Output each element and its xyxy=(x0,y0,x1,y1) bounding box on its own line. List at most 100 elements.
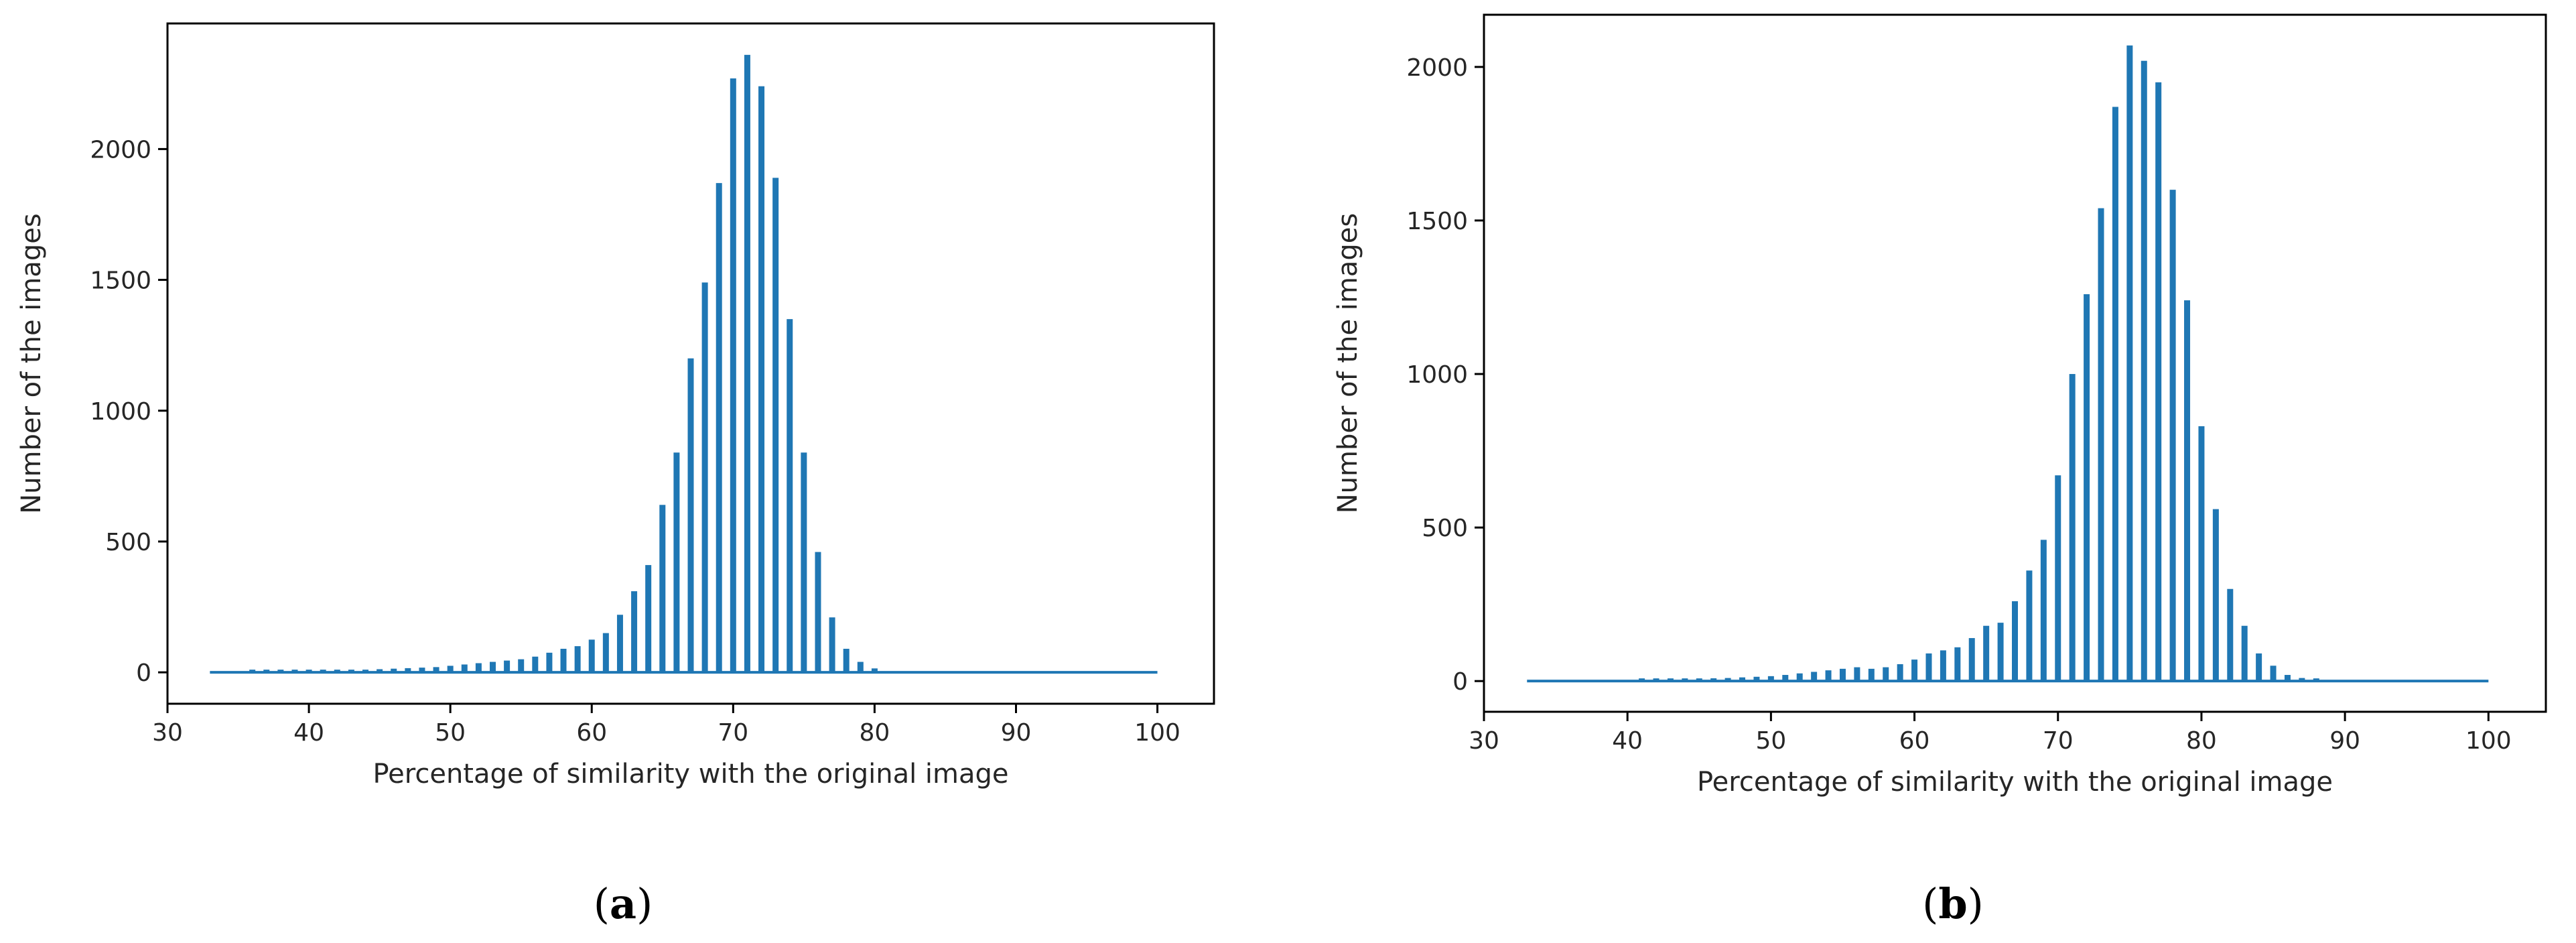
bar-55 xyxy=(518,659,525,673)
bar-78 xyxy=(2169,190,2176,682)
bar-47 xyxy=(1724,678,1731,682)
bar-80 xyxy=(871,668,878,673)
bar-45 xyxy=(377,669,383,673)
caption-letter: a xyxy=(610,879,636,928)
bar-65 xyxy=(1983,625,1990,682)
bar-57 xyxy=(546,652,553,673)
bar-76 xyxy=(815,552,821,673)
x-tick-label: 70 xyxy=(2043,727,2074,755)
bar-39 xyxy=(291,670,298,673)
x-tick-label: 40 xyxy=(293,719,324,747)
panel-caption: (a) xyxy=(594,879,653,928)
bar-42 xyxy=(1653,678,1659,682)
bar-70 xyxy=(2055,475,2061,682)
x-tick-label: 60 xyxy=(1899,727,1930,755)
bar-61 xyxy=(1925,653,1932,682)
bar-45 xyxy=(1696,678,1702,682)
bar-47 xyxy=(405,668,411,673)
y-tick-label: 1500 xyxy=(90,267,151,295)
bar-59 xyxy=(1897,664,1903,682)
x-tick-label: 100 xyxy=(2465,727,2512,755)
bar-51 xyxy=(1782,675,1789,682)
bar-84 xyxy=(2256,653,2262,682)
plot-frame xyxy=(166,22,1215,705)
bar-66 xyxy=(673,452,680,673)
bar-40 xyxy=(306,670,312,673)
y-tick-label: 500 xyxy=(1422,515,1468,542)
bar-63 xyxy=(631,591,638,673)
y-axis-label: Number of the images xyxy=(16,213,47,513)
bar-36 xyxy=(249,670,256,673)
y-tick-label: 1500 xyxy=(1406,208,1468,235)
bar-87 xyxy=(2299,678,2305,682)
bar-60 xyxy=(588,639,595,673)
bar-86 xyxy=(2284,675,2291,682)
bar-46 xyxy=(1710,678,1717,682)
x-axis-label: Percentage of similarity with the origin… xyxy=(372,759,1008,790)
bar-79 xyxy=(857,662,864,673)
bar-72 xyxy=(2084,294,2090,682)
bar-44 xyxy=(1682,678,1688,682)
y-tick-label: 0 xyxy=(136,659,151,687)
bar-50 xyxy=(447,666,454,673)
bar-63 xyxy=(1954,647,1961,682)
y-tick-label: 1000 xyxy=(90,398,151,426)
y-tick-label: 2000 xyxy=(1406,54,1468,82)
caption-close: ) xyxy=(636,879,653,928)
bar-78 xyxy=(843,649,850,673)
bar-43 xyxy=(348,670,354,673)
bar-49 xyxy=(433,667,439,673)
bar-76 xyxy=(2141,60,2147,682)
bar-73 xyxy=(2098,208,2104,682)
x-tick-label: 80 xyxy=(859,719,890,747)
bar-70 xyxy=(730,78,736,673)
bar-62 xyxy=(1940,650,1946,682)
bar-56 xyxy=(1854,667,1860,682)
x-axis-label: Percentage of similarity with the origin… xyxy=(1697,767,2333,798)
bar-41 xyxy=(1639,678,1645,682)
bar-68 xyxy=(2026,570,2033,682)
bar-54 xyxy=(1825,670,1832,682)
bar-64 xyxy=(645,565,652,673)
bar-85 xyxy=(2270,666,2277,682)
caption-letter: b xyxy=(1938,879,1967,928)
bar-65 xyxy=(659,505,666,673)
bar-49 xyxy=(1753,676,1760,682)
bar-74 xyxy=(2112,107,2118,682)
bar-73 xyxy=(772,178,779,673)
bar-60 xyxy=(1911,659,1918,682)
bar-69 xyxy=(2040,540,2047,682)
bar-77 xyxy=(829,617,835,673)
bar-71 xyxy=(2069,374,2076,682)
bar-50 xyxy=(1767,676,1774,682)
bar-68 xyxy=(701,282,708,673)
x-tick-label: 80 xyxy=(2186,727,2217,755)
y-axis-label: Number of the images xyxy=(1333,213,1363,513)
bar-48 xyxy=(419,668,425,673)
x-tick-label: 100 xyxy=(1134,719,1180,747)
bar-75 xyxy=(2126,45,2133,682)
x-tick-label: 50 xyxy=(1755,727,1786,755)
bar-71 xyxy=(744,54,750,673)
chart-panel-a: 30 40 50 60 70 80 90 1000500100015002000Percent… xyxy=(16,22,1215,928)
bar-53 xyxy=(1811,672,1818,682)
x-tick-label: 70 xyxy=(718,719,748,747)
bar-42 xyxy=(334,670,340,673)
y-tick-label: 2000 xyxy=(90,136,151,164)
bar-46 xyxy=(391,668,397,673)
y-tick-label: 500 xyxy=(105,529,151,556)
bar-58 xyxy=(1883,667,1889,682)
y-tick-label: 1000 xyxy=(1406,361,1468,389)
bar-66 xyxy=(1997,623,2004,682)
bar-79 xyxy=(2184,300,2191,682)
bar-64 xyxy=(1968,638,1975,682)
caption-open: ( xyxy=(594,879,610,928)
x-tick-label: 50 xyxy=(435,719,466,747)
caption-open: ( xyxy=(1922,879,1938,928)
y-tick-label: 0 xyxy=(1452,668,1468,696)
bar-82 xyxy=(2227,588,2234,682)
bar-59 xyxy=(574,646,581,673)
x-tick-label: 40 xyxy=(1612,727,1643,755)
x-tick-label: 60 xyxy=(576,719,607,747)
bar-54 xyxy=(504,660,511,673)
